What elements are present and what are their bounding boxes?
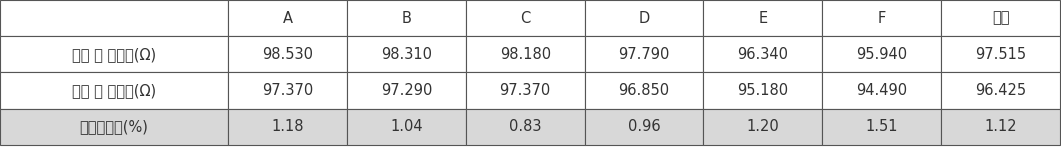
Text: 평균: 평균 bbox=[992, 11, 1009, 26]
Text: 0.96: 0.96 bbox=[628, 119, 660, 134]
Bar bbox=[822, 72, 941, 109]
Bar bbox=[228, 109, 347, 145]
Bar bbox=[228, 36, 347, 72]
Bar bbox=[228, 72, 347, 109]
Bar bbox=[941, 36, 1060, 72]
Bar bbox=[466, 72, 585, 109]
Text: 98.180: 98.180 bbox=[500, 47, 551, 62]
Bar bbox=[585, 36, 703, 72]
Text: 시험 전 저항값(Ω): 시험 전 저항값(Ω) bbox=[72, 47, 156, 62]
Bar bbox=[0, 109, 228, 145]
Bar bbox=[941, 72, 1060, 109]
Bar bbox=[822, 0, 941, 36]
Bar bbox=[0, 36, 228, 72]
Bar bbox=[466, 36, 585, 72]
Text: 1.51: 1.51 bbox=[866, 119, 898, 134]
Text: 0.83: 0.83 bbox=[509, 119, 541, 134]
Bar bbox=[585, 109, 703, 145]
Bar bbox=[585, 72, 703, 109]
Bar bbox=[941, 0, 1060, 36]
Bar bbox=[585, 0, 703, 36]
Bar bbox=[703, 109, 822, 145]
Text: 1.04: 1.04 bbox=[390, 119, 422, 134]
Text: 97.515: 97.515 bbox=[975, 47, 1026, 62]
Text: 97.790: 97.790 bbox=[619, 47, 669, 62]
Text: F: F bbox=[877, 11, 886, 26]
Text: 97.370: 97.370 bbox=[262, 83, 313, 98]
Text: 98.530: 98.530 bbox=[262, 47, 313, 62]
Text: E: E bbox=[759, 11, 767, 26]
Bar bbox=[347, 0, 466, 36]
Bar bbox=[703, 36, 822, 72]
Bar bbox=[703, 72, 822, 109]
Text: 97.370: 97.370 bbox=[500, 83, 551, 98]
Text: 96.340: 96.340 bbox=[737, 47, 788, 62]
Bar bbox=[228, 0, 347, 36]
Text: 98.310: 98.310 bbox=[381, 47, 432, 62]
Bar bbox=[0, 0, 228, 36]
Bar bbox=[347, 72, 466, 109]
Text: 96.850: 96.850 bbox=[619, 83, 669, 98]
Text: 94.490: 94.490 bbox=[856, 83, 907, 98]
Bar bbox=[822, 36, 941, 72]
Text: B: B bbox=[401, 11, 412, 26]
Bar bbox=[822, 109, 941, 145]
Bar bbox=[703, 0, 822, 36]
Text: D: D bbox=[639, 11, 649, 26]
Text: 1.12: 1.12 bbox=[985, 119, 1016, 134]
Text: 저항변화율(%): 저항변화율(%) bbox=[80, 119, 149, 134]
Text: 1.20: 1.20 bbox=[747, 119, 779, 134]
Bar bbox=[466, 0, 585, 36]
Text: A: A bbox=[282, 11, 293, 26]
Bar bbox=[0, 72, 228, 109]
Bar bbox=[347, 109, 466, 145]
Bar bbox=[941, 109, 1060, 145]
Text: 97.290: 97.290 bbox=[381, 83, 432, 98]
Bar bbox=[347, 36, 466, 72]
Text: C: C bbox=[520, 11, 530, 26]
Text: 95.940: 95.940 bbox=[856, 47, 907, 62]
Text: 95.180: 95.180 bbox=[737, 83, 788, 98]
Text: 1.18: 1.18 bbox=[272, 119, 303, 134]
Text: 96.425: 96.425 bbox=[975, 83, 1026, 98]
Text: 시험 후 저항값(Ω): 시험 후 저항값(Ω) bbox=[72, 83, 156, 98]
Bar bbox=[466, 109, 585, 145]
